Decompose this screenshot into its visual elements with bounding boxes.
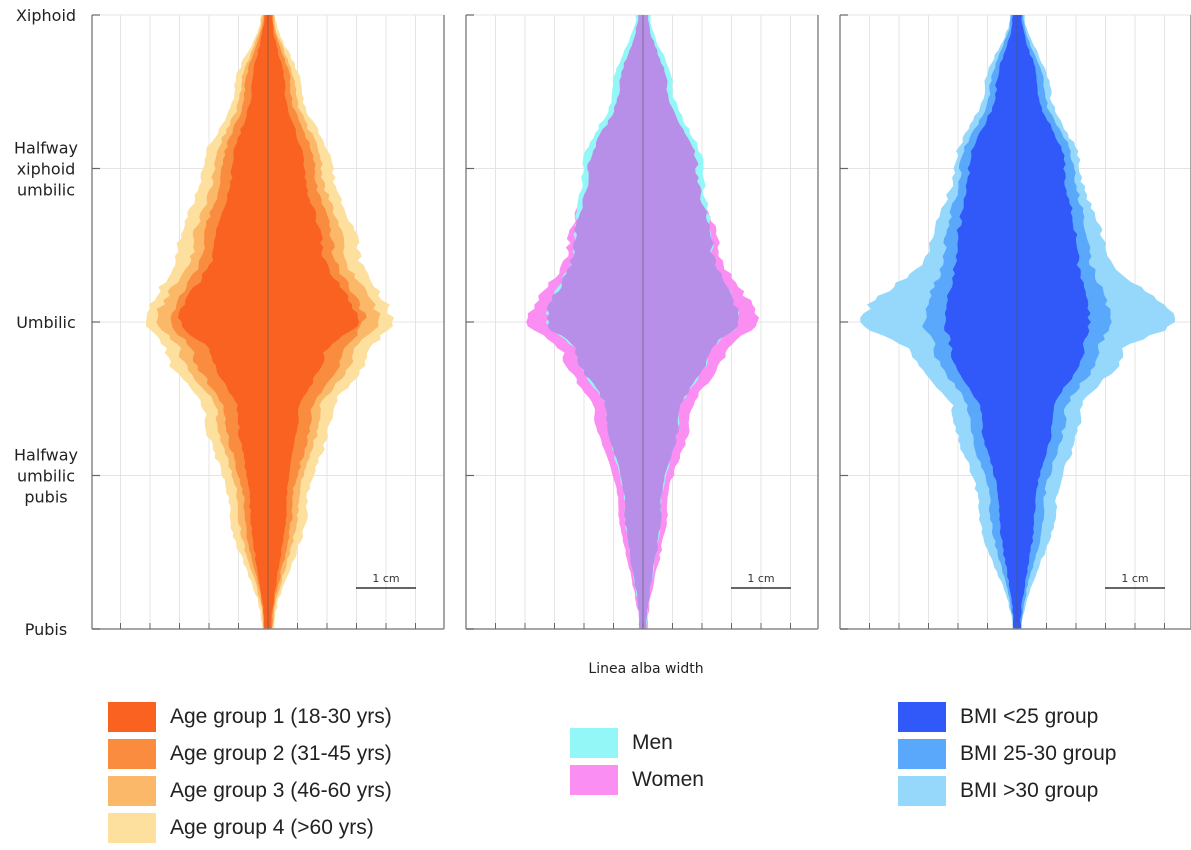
x-axis-label: Linea alba width xyxy=(588,661,703,677)
scale-bar-label: 1 cm xyxy=(747,572,774,585)
legend-item: BMI <25 group xyxy=(898,702,1098,732)
panel-age: 1 cm xyxy=(91,14,445,630)
chart-panels: 1 cm 1 cm 1 cm xyxy=(91,14,1191,630)
y-tick-label: Halfway umbilic pubis xyxy=(14,446,78,507)
legend-swatch xyxy=(570,728,618,758)
legend-label: Men xyxy=(632,731,673,754)
legend-label: BMI <25 group xyxy=(960,705,1099,728)
y-tick-label: Xiphoid xyxy=(16,6,76,25)
legend-label: Age group 1 (18-30 yrs) xyxy=(170,705,392,728)
y-tick-label-line: umbilic xyxy=(17,467,75,486)
legend-item: Age group 2 (31-45 yrs) xyxy=(108,739,392,769)
y-tick-labels: Xiphoid Halfway xiphoid umbilic Umbilic Halfw… xyxy=(14,6,78,639)
y-tick-label-line: umbilic xyxy=(17,181,75,200)
scale-bar-label: 1 cm xyxy=(372,572,399,585)
legend-item: Women xyxy=(570,765,704,795)
legend-label: Age group 4 (>60 yrs) xyxy=(170,816,374,839)
y-tick-label: Halfway xiphoid umbilic xyxy=(14,139,78,200)
legend-label: Age group 3 (46-60 yrs) xyxy=(170,779,392,802)
panel-sex: 1 cm xyxy=(465,14,819,630)
y-tick-label-line: Halfway xyxy=(14,139,78,158)
y-tick-label-line: Halfway xyxy=(14,446,78,465)
y-tick-label: Pubis xyxy=(25,620,67,639)
legend-item: BMI 25-30 group xyxy=(898,739,1116,769)
y-tick-label-line: xiphoid xyxy=(17,160,76,179)
legend-item: Age group 4 (>60 yrs) xyxy=(108,813,374,843)
legend-swatch xyxy=(108,739,156,769)
legend-swatch xyxy=(108,776,156,806)
y-tick-label-line: Umbilic xyxy=(16,313,76,332)
legend-swatch xyxy=(570,765,618,795)
y-tick-label: Umbilic xyxy=(16,313,76,332)
y-tick-label-line: pubis xyxy=(24,488,67,507)
legend-item: Age group 3 (46-60 yrs) xyxy=(108,776,392,806)
legend-item: Men xyxy=(570,728,673,758)
legend-item: BMI >30 group xyxy=(898,776,1098,806)
y-tick-label-line: Pubis xyxy=(25,620,67,639)
legend-swatch xyxy=(108,702,156,732)
legend-label: BMI 25-30 group xyxy=(960,742,1117,765)
legend-swatch xyxy=(898,739,946,769)
legend-swatch xyxy=(898,776,946,806)
legend-label: BMI >30 group xyxy=(960,779,1099,802)
legend-swatch xyxy=(108,813,156,843)
legend-label: Age group 2 (31-45 yrs) xyxy=(170,742,392,765)
legend-item: Age group 1 (18-30 yrs) xyxy=(108,702,392,732)
panel-bmi: 1 cm xyxy=(839,14,1191,630)
y-tick-label-line: Xiphoid xyxy=(16,6,76,25)
legend-label: Women xyxy=(632,768,704,791)
legend-swatch xyxy=(898,702,946,732)
scale-bar-label: 1 cm xyxy=(1121,572,1148,585)
